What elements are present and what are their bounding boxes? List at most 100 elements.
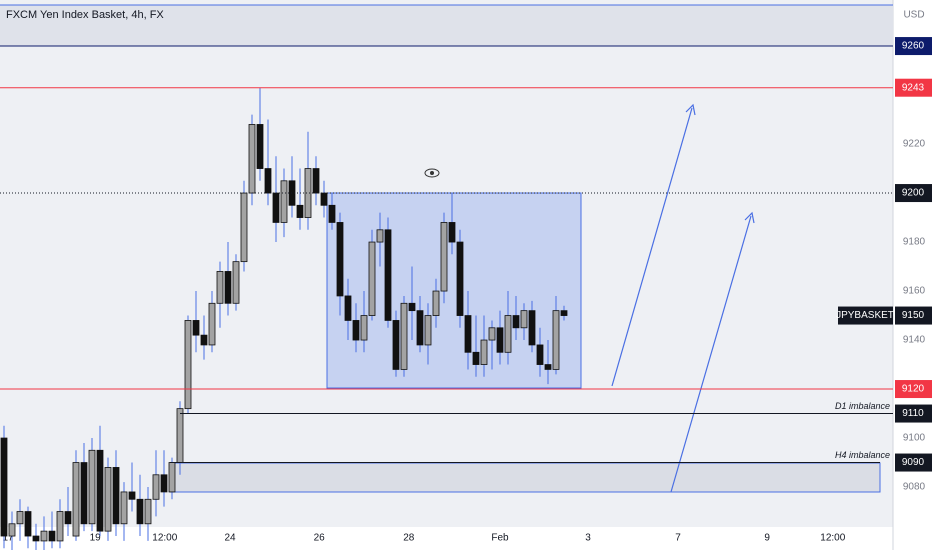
candle-body	[408, 302, 416, 312]
candle-body	[24, 511, 32, 537]
candle-body	[520, 310, 528, 329]
candle-body	[224, 271, 232, 304]
candle-body	[456, 241, 464, 316]
candle-body	[496, 327, 504, 353]
y-tick-label: 9220	[903, 139, 926, 150]
candle-body	[160, 474, 168, 493]
price-badge-label: 9110	[902, 408, 924, 419]
candle-body	[64, 511, 72, 525]
candle-body	[128, 491, 136, 500]
arrow-head	[744, 211, 755, 224]
price-badge	[895, 78, 932, 97]
price-badge-label: 9120	[902, 384, 925, 395]
candle-body	[40, 530, 48, 542]
candle-body	[528, 310, 536, 346]
price-badge-label: 9090	[902, 457, 925, 468]
candle-body	[536, 344, 544, 365]
candle-body	[392, 320, 400, 370]
candle-body	[352, 320, 360, 341]
candle-body	[80, 462, 88, 525]
candle-body	[320, 192, 328, 206]
candle-body	[104, 467, 112, 532]
candle-body	[344, 295, 352, 321]
price-badge-label: 9243	[902, 82, 925, 93]
x-tick-label: 9	[764, 533, 770, 544]
candle-body	[264, 168, 272, 194]
candle-body	[512, 315, 520, 329]
candle-body	[432, 290, 440, 316]
candle-body	[248, 124, 256, 194]
candle-body	[312, 168, 320, 194]
level-note: H4 imbalance	[835, 450, 890, 460]
candle-body	[384, 229, 392, 321]
candle-body	[112, 467, 120, 525]
candle-body	[16, 511, 24, 525]
candle-body	[272, 192, 280, 223]
candle-body	[56, 511, 64, 542]
arrow-head	[685, 103, 696, 116]
chart-title: FXCM Yen Index Basket, 4h, FX	[6, 9, 164, 21]
candle-body	[176, 408, 184, 463]
candle-body	[552, 310, 560, 370]
y-tick-label: 9080	[903, 482, 926, 493]
candle-body	[136, 498, 144, 525]
candle-body	[192, 320, 200, 336]
candle-body	[96, 449, 104, 532]
y-tick-label: 9180	[903, 237, 926, 248]
time-axis-background	[0, 527, 893, 550]
price-badge	[895, 37, 932, 56]
candle-body	[280, 180, 288, 223]
candle-body	[296, 204, 304, 218]
price-badge	[895, 306, 932, 325]
x-tick-label: 24	[224, 533, 236, 544]
candle-body	[168, 462, 176, 493]
candle-body	[336, 222, 344, 297]
candle-body	[360, 315, 368, 341]
level-note: D1 imbalance	[835, 401, 890, 411]
x-tick-label: 17	[2, 533, 14, 544]
candle-body	[400, 302, 408, 370]
y-tick-label: 9100	[903, 433, 926, 444]
price-badge-label: 9150	[902, 310, 925, 321]
candle-body	[448, 222, 456, 243]
h4-imbalance-box	[169, 462, 881, 493]
candle-body	[32, 535, 40, 542]
x-tick-label: 12:00	[820, 533, 845, 544]
candle-body	[560, 310, 568, 316]
x-tick-label: 26	[314, 533, 326, 544]
candle-body	[232, 261, 240, 304]
candle-body	[464, 315, 472, 353]
y-tick-label: 9160	[903, 286, 926, 297]
x-tick-label: Feb	[491, 533, 509, 544]
candle-body	[144, 498, 152, 525]
candle-body	[328, 204, 336, 223]
candle-body	[72, 462, 80, 537]
candle-body	[208, 302, 216, 346]
candle-body	[48, 530, 56, 542]
candle-body	[256, 124, 264, 169]
candle-body	[0, 437, 8, 537]
price-badge-label: 9200	[902, 188, 925, 199]
price-badge	[895, 453, 932, 472]
candle-body	[88, 449, 96, 525]
candle-body	[8, 523, 16, 537]
x-tick-label: 7	[675, 533, 681, 544]
symbol-badge	[838, 306, 893, 325]
x-tick-label: 12:00	[152, 533, 177, 544]
eye-icon	[424, 168, 440, 178]
x-tick-label: 3	[585, 533, 591, 544]
top-zone	[0, 5, 893, 46]
candle-body	[216, 271, 224, 304]
currency-label: USD	[903, 10, 924, 21]
candle-body	[120, 491, 128, 525]
candle-body	[376, 229, 384, 243]
candle-body	[304, 168, 312, 218]
candle-body	[504, 315, 512, 353]
price-badge	[895, 380, 932, 399]
price-badge	[895, 184, 932, 203]
candle-body	[416, 310, 424, 346]
x-tick-label: 19	[90, 533, 102, 544]
price-badge	[895, 404, 932, 423]
candle-body	[488, 327, 496, 341]
